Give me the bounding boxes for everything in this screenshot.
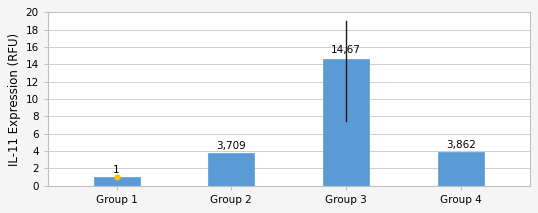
Bar (323, 59, 369, 186)
Bar (208, 154, 254, 186)
Text: 3,862: 3,862 (446, 140, 476, 150)
Y-axis label: IL-11 Expression (RFU): IL-11 Expression (RFU) (8, 32, 22, 166)
Text: 1: 1 (114, 165, 120, 175)
Bar (94, 177, 139, 186)
Text: 14,67: 14,67 (331, 45, 361, 55)
Bar (438, 152, 484, 186)
Text: 3,709: 3,709 (216, 141, 246, 151)
